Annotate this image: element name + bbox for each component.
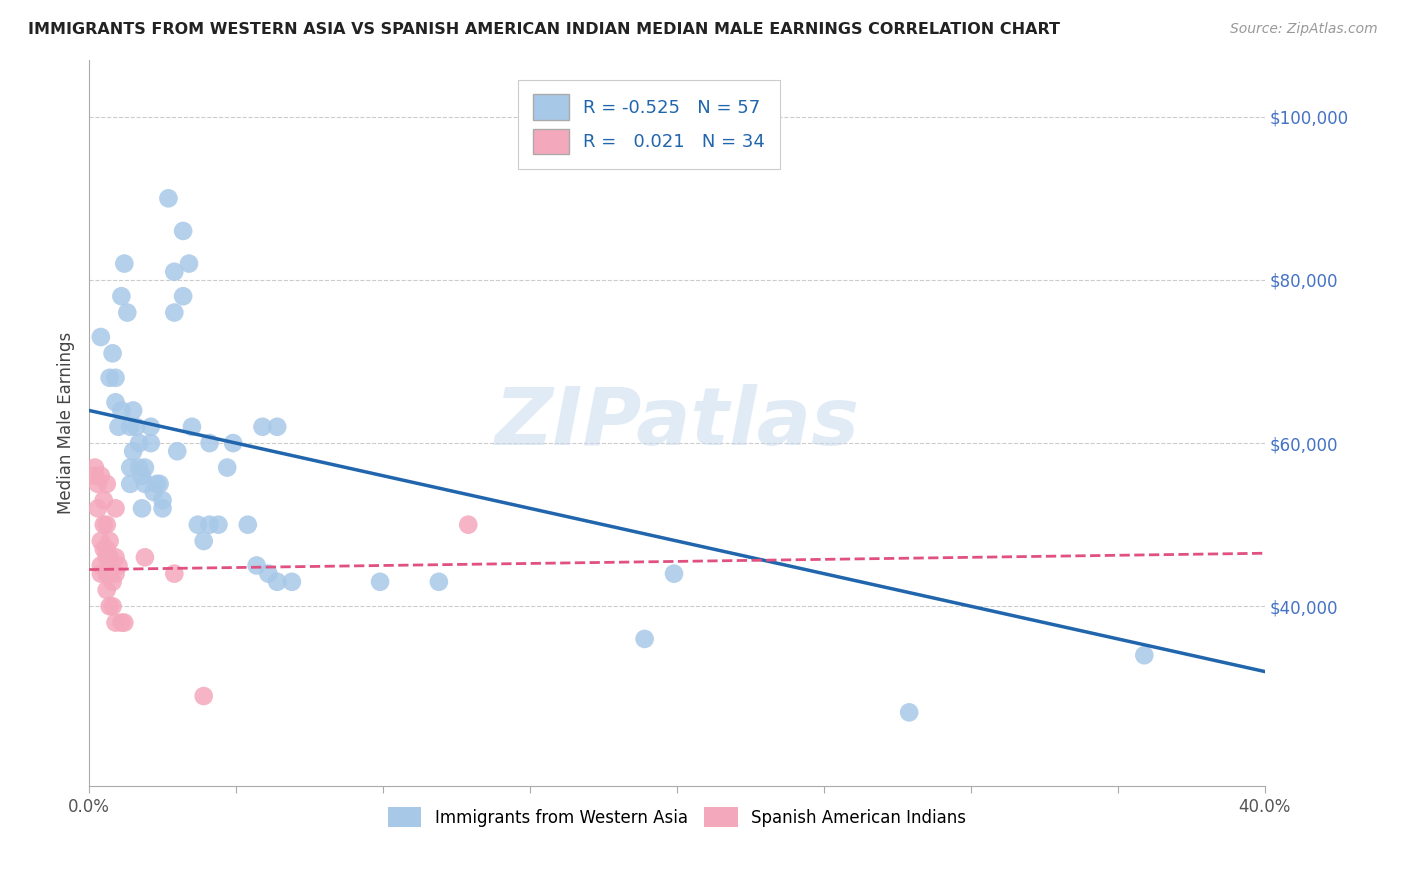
Point bbox=[177, 256, 200, 270]
Point bbox=[98, 599, 121, 614]
Point bbox=[104, 615, 127, 630]
Point bbox=[84, 460, 107, 475]
Point bbox=[252, 419, 274, 434]
Point bbox=[207, 517, 229, 532]
Point bbox=[93, 542, 115, 557]
Point bbox=[101, 346, 124, 360]
Point bbox=[120, 419, 142, 434]
Point bbox=[457, 517, 479, 532]
Point bbox=[98, 371, 121, 385]
Point bbox=[427, 574, 450, 589]
Point bbox=[101, 599, 124, 614]
Point bbox=[90, 558, 112, 573]
Point bbox=[166, 444, 188, 458]
Point bbox=[193, 534, 215, 549]
Point bbox=[96, 582, 118, 597]
Point bbox=[257, 566, 280, 581]
Point bbox=[107, 419, 129, 434]
Point bbox=[246, 558, 269, 573]
Point bbox=[104, 395, 127, 409]
Point bbox=[90, 330, 112, 344]
Point bbox=[266, 574, 288, 589]
Point bbox=[142, 485, 165, 500]
Point bbox=[87, 476, 110, 491]
Point bbox=[104, 501, 127, 516]
Point bbox=[96, 517, 118, 532]
Point bbox=[281, 574, 304, 589]
Point bbox=[96, 542, 118, 557]
Point bbox=[236, 517, 259, 532]
Point bbox=[139, 419, 162, 434]
Point bbox=[104, 566, 127, 581]
Point bbox=[93, 517, 115, 532]
Point bbox=[662, 566, 685, 581]
Point bbox=[98, 550, 121, 565]
Point bbox=[122, 403, 145, 417]
Point bbox=[104, 371, 127, 385]
Point bbox=[157, 191, 180, 205]
Y-axis label: Median Male Earnings: Median Male Earnings bbox=[58, 332, 75, 514]
Point bbox=[172, 224, 194, 238]
Point bbox=[163, 265, 186, 279]
Point bbox=[110, 403, 132, 417]
Point bbox=[145, 476, 167, 491]
Legend: Immigrants from Western Asia, Spanish American Indians: Immigrants from Western Asia, Spanish Am… bbox=[380, 798, 974, 836]
Point bbox=[112, 256, 135, 270]
Point bbox=[134, 476, 156, 491]
Point bbox=[90, 468, 112, 483]
Point bbox=[101, 574, 124, 589]
Point bbox=[112, 615, 135, 630]
Point bbox=[149, 476, 172, 491]
Point bbox=[128, 460, 150, 475]
Point bbox=[368, 574, 391, 589]
Point bbox=[96, 566, 118, 581]
Text: ZIPatlas: ZIPatlas bbox=[495, 384, 859, 462]
Point bbox=[217, 460, 239, 475]
Point bbox=[117, 305, 139, 319]
Point bbox=[163, 305, 186, 319]
Text: IMMIGRANTS FROM WESTERN ASIA VS SPANISH AMERICAN INDIAN MEDIAN MALE EARNINGS COR: IMMIGRANTS FROM WESTERN ASIA VS SPANISH … bbox=[28, 22, 1060, 37]
Point bbox=[90, 534, 112, 549]
Point bbox=[1133, 648, 1156, 663]
Point bbox=[96, 476, 118, 491]
Point bbox=[131, 501, 153, 516]
Point bbox=[125, 419, 148, 434]
Point bbox=[128, 436, 150, 450]
Point bbox=[187, 517, 209, 532]
Point bbox=[84, 468, 107, 483]
Point bbox=[93, 493, 115, 508]
Point bbox=[152, 501, 174, 516]
Point bbox=[107, 558, 129, 573]
Point bbox=[198, 436, 221, 450]
Point bbox=[898, 706, 921, 720]
Point bbox=[222, 436, 245, 450]
Point bbox=[87, 501, 110, 516]
Point bbox=[198, 517, 221, 532]
Point bbox=[104, 550, 127, 565]
Point bbox=[120, 476, 142, 491]
Point bbox=[163, 566, 186, 581]
Point bbox=[181, 419, 204, 434]
Point bbox=[110, 289, 132, 303]
Point bbox=[110, 615, 132, 630]
Point bbox=[122, 444, 145, 458]
Point bbox=[134, 460, 156, 475]
Point bbox=[172, 289, 194, 303]
Point bbox=[152, 493, 174, 508]
Point bbox=[96, 550, 118, 565]
Point bbox=[193, 689, 215, 703]
Text: Source: ZipAtlas.com: Source: ZipAtlas.com bbox=[1230, 22, 1378, 37]
Point bbox=[90, 566, 112, 581]
Point bbox=[134, 550, 156, 565]
Point bbox=[633, 632, 655, 646]
Point bbox=[98, 534, 121, 549]
Point bbox=[266, 419, 288, 434]
Point bbox=[131, 468, 153, 483]
Point bbox=[139, 436, 162, 450]
Point bbox=[98, 566, 121, 581]
Point bbox=[120, 460, 142, 475]
